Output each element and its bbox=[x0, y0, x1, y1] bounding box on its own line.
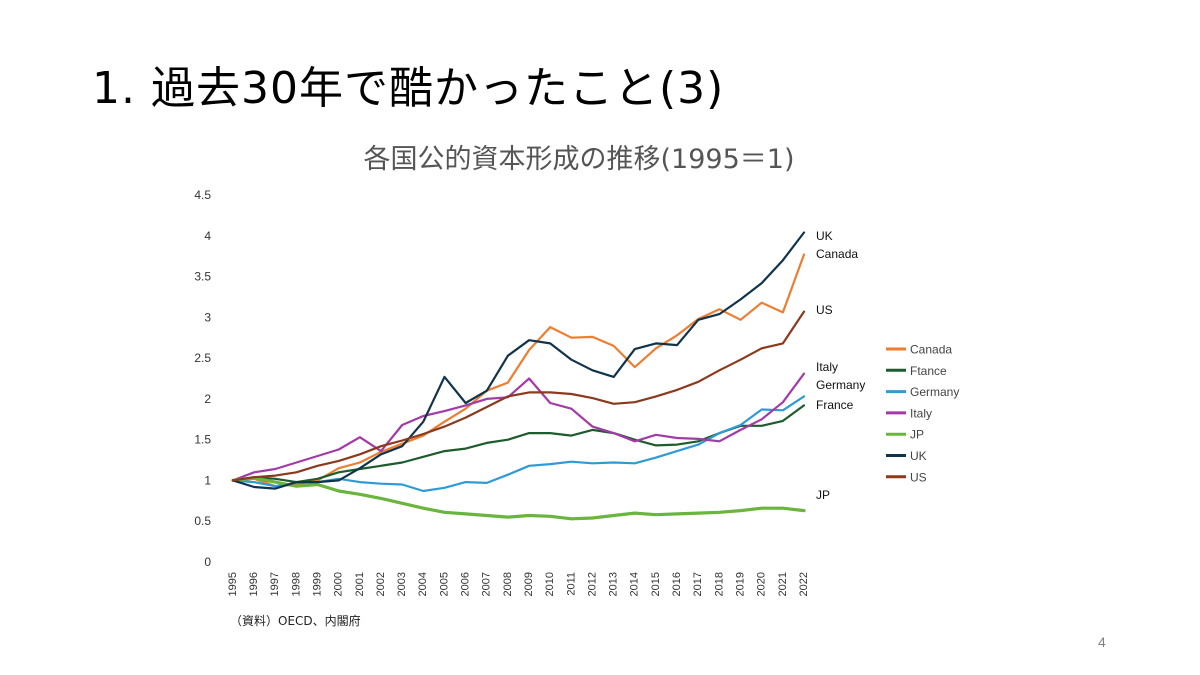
y-tick-label: 3.5 bbox=[194, 270, 211, 284]
x-tick-label: 1999 bbox=[311, 572, 323, 596]
y-tick-label: 0.5 bbox=[194, 514, 211, 528]
legend-label: UK bbox=[910, 449, 927, 463]
legend-label: US bbox=[910, 470, 927, 484]
end-label-germany: Germany bbox=[816, 378, 865, 392]
x-tick-label: 2022 bbox=[798, 572, 810, 596]
x-tick-label: 2002 bbox=[375, 572, 387, 596]
x-tick-label: 2017 bbox=[692, 572, 704, 596]
y-tick-label: 4 bbox=[204, 229, 211, 243]
end-label-canada: Canada bbox=[816, 247, 858, 261]
series-line-germany bbox=[231, 395, 806, 493]
x-tick-label: 2000 bbox=[333, 572, 345, 596]
end-label-us: US bbox=[816, 303, 833, 317]
y-tick-label: 1 bbox=[204, 473, 211, 487]
end-label-italy: Italy bbox=[816, 360, 838, 374]
y-axis: 0 0.5 1 1.5 2 2.5 3 3.5 4 4.5 bbox=[194, 188, 211, 569]
x-tick-label: 2001 bbox=[354, 572, 366, 596]
x-tick-label: 2015 bbox=[650, 572, 662, 596]
y-tick-label: 2.5 bbox=[194, 351, 211, 365]
y-tick-label: 3 bbox=[204, 310, 211, 324]
series-line-canada bbox=[231, 253, 806, 488]
x-tick-label: 2012 bbox=[586, 572, 598, 596]
x-tick-label: 1998 bbox=[290, 572, 302, 596]
legend-label: Italy bbox=[910, 406, 932, 420]
x-tick-label: 1997 bbox=[269, 572, 281, 596]
x-tick-label: 2014 bbox=[629, 572, 641, 596]
x-tick-label: 2020 bbox=[756, 572, 768, 596]
x-tick-label: 2006 bbox=[460, 572, 472, 596]
legend-label: Ftance bbox=[910, 364, 947, 378]
legend-label: Canada bbox=[910, 343, 952, 357]
x-tick-label: 2005 bbox=[438, 572, 450, 596]
slide-number: 4 bbox=[1098, 634, 1106, 650]
end-labels: UK Canada US Italy Germany France JP bbox=[816, 229, 865, 502]
legend: Canada Ftance Germany Italy JP UK US bbox=[886, 343, 959, 484]
chart-title: 各国公的資本形成の推移(1995＝1) bbox=[364, 144, 795, 175]
x-tick-label: 2018 bbox=[713, 572, 725, 596]
series-lines bbox=[231, 231, 806, 521]
x-tick-label: 2013 bbox=[608, 572, 620, 596]
x-tick-label: 1996 bbox=[248, 572, 260, 596]
x-tick-label: 2021 bbox=[777, 572, 789, 596]
slide-title: 1. 過去30年で酷かったこと(3) bbox=[92, 63, 725, 114]
end-label-france: France bbox=[816, 398, 854, 412]
series-line-italy bbox=[231, 372, 806, 482]
series-line-jp bbox=[231, 476, 806, 521]
y-tick-label: 0 bbox=[204, 555, 211, 569]
series-line-us bbox=[231, 310, 806, 482]
series-line-uk bbox=[231, 231, 806, 490]
x-axis: 1995 1996 1997 1998 1999 2000 2001 2002 2003 2004… bbox=[227, 572, 810, 596]
x-tick-label: 2011 bbox=[565, 572, 577, 596]
end-label-jp: JP bbox=[816, 488, 830, 502]
x-tick-label: 2007 bbox=[481, 572, 493, 596]
end-label-uk: UK bbox=[816, 229, 833, 243]
x-tick-label: 2009 bbox=[523, 572, 535, 596]
y-tick-label: 2 bbox=[204, 392, 211, 406]
legend-label: Germany bbox=[910, 385, 959, 399]
y-tick-label: 4.5 bbox=[194, 188, 211, 202]
x-tick-label: 2010 bbox=[544, 572, 556, 596]
source-note: （資料）OECD、内閣府 bbox=[230, 613, 361, 628]
x-tick-label: 2019 bbox=[734, 572, 746, 596]
y-tick-label: 1.5 bbox=[194, 433, 211, 447]
series-line-ftance bbox=[231, 404, 806, 484]
x-tick-label: 2003 bbox=[396, 572, 408, 596]
x-tick-label: 1995 bbox=[227, 572, 239, 596]
x-tick-label: 2008 bbox=[502, 572, 514, 596]
legend-label: JP bbox=[910, 428, 924, 442]
x-tick-label: 2016 bbox=[671, 572, 683, 596]
x-tick-label: 2004 bbox=[417, 572, 429, 596]
